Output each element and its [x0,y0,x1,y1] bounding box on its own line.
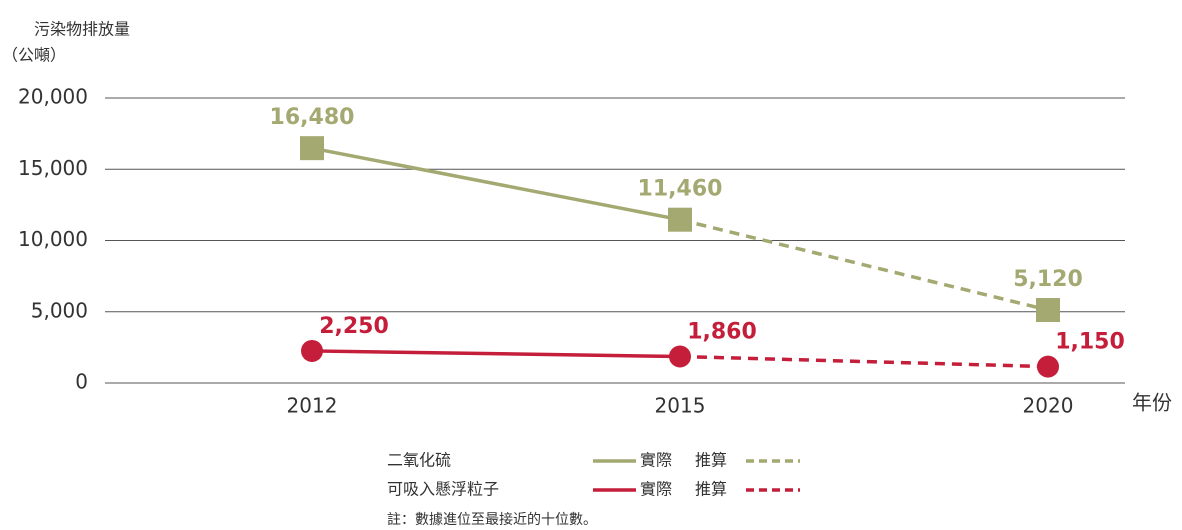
value-label: 1,150 [1055,330,1125,355]
marker [1037,355,1059,378]
marker [669,345,691,368]
line-segment [311,146,681,222]
legend-label: 推算 [695,451,727,470]
y-tick-label: 20,000 [18,85,88,109]
value-label: 5,120 [1013,267,1083,292]
x-tick-label: 2015 [655,394,706,418]
x-tick-label: 2020 [1023,394,1074,418]
legend-label: 推算 [695,480,727,499]
y-tick-label: 5,000 [31,298,88,322]
y-tick-label: 15,000 [18,156,88,180]
legend-label: 二氧化硫 [387,451,451,470]
line-segment [679,217,1049,312]
value-label: 11,460 [638,177,723,202]
marker [668,207,692,232]
line-segment [311,349,681,359]
x-axis-label: 年份 [1132,391,1172,415]
marker [301,339,323,362]
line-segment [679,354,1049,369]
value-label: 16,480 [270,105,355,130]
value-label: 2,250 [319,314,389,339]
y-tick-label: 10,000 [18,227,88,251]
y-axis-label: （公噸） [2,46,66,65]
marker [300,136,324,161]
marker [1036,298,1060,323]
value-label: 1,860 [687,319,757,344]
note: 註：數據進位至最接近的十位數。 [387,511,597,528]
y-axis-label: 污染物排放量 [34,20,130,39]
legend-label: 實際 [640,451,672,470]
x-tick-label: 2012 [287,394,338,418]
legend-label: 實際 [640,480,672,499]
legend-label: 可吸入懸浮粒子 [387,480,499,499]
y-tick-label: 0 [75,370,88,394]
